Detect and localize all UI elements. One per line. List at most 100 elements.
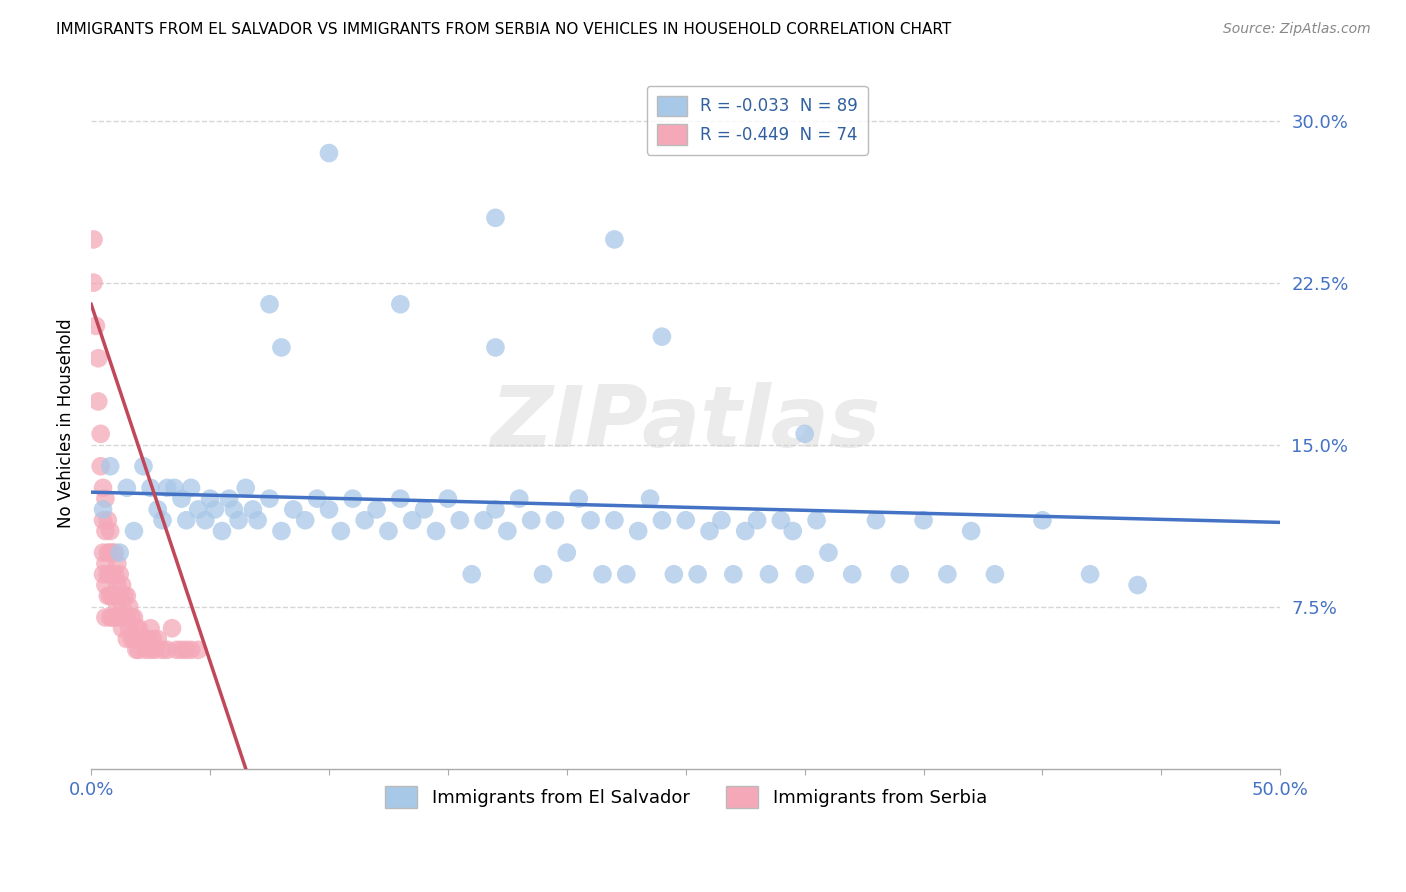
Point <box>699 524 721 538</box>
Point <box>94 578 117 592</box>
Point <box>97 567 120 582</box>
Point <box>98 610 121 624</box>
Point <box>170 643 193 657</box>
Point <box>122 610 145 624</box>
Point <box>555 546 578 560</box>
Point <box>793 567 815 582</box>
Point <box>139 643 162 657</box>
Point <box>710 513 733 527</box>
Point <box>307 491 329 506</box>
Point <box>156 643 179 657</box>
Point <box>87 351 110 366</box>
Point <box>91 513 114 527</box>
Point <box>115 632 138 646</box>
Point <box>194 513 217 527</box>
Point <box>128 643 150 657</box>
Point <box>603 513 626 527</box>
Point <box>484 502 506 516</box>
Point <box>163 481 186 495</box>
Point <box>98 459 121 474</box>
Point <box>817 546 839 560</box>
Point <box>1031 513 1053 527</box>
Point <box>235 481 257 495</box>
Point <box>425 524 447 538</box>
Point <box>531 567 554 582</box>
Point <box>166 643 188 657</box>
Point <box>122 632 145 646</box>
Point <box>496 524 519 538</box>
Point <box>105 578 128 592</box>
Point <box>437 491 460 506</box>
Point <box>246 513 269 527</box>
Point <box>614 567 637 582</box>
Point <box>520 513 543 527</box>
Point <box>152 643 174 657</box>
Point <box>449 513 471 527</box>
Point <box>105 599 128 614</box>
Point <box>94 557 117 571</box>
Point <box>136 632 159 646</box>
Point <box>101 567 124 582</box>
Point <box>793 426 815 441</box>
Point <box>101 546 124 560</box>
Point <box>98 589 121 603</box>
Point <box>484 211 506 225</box>
Point <box>651 329 673 343</box>
Point <box>366 502 388 516</box>
Point <box>160 621 183 635</box>
Point <box>115 589 138 603</box>
Point <box>98 524 121 538</box>
Point <box>132 459 155 474</box>
Point <box>758 567 780 582</box>
Point <box>342 491 364 506</box>
Point <box>460 567 482 582</box>
Point <box>115 481 138 495</box>
Point <box>105 557 128 571</box>
Point <box>152 513 174 527</box>
Point <box>125 621 148 635</box>
Point <box>187 643 209 657</box>
Point <box>180 643 202 657</box>
Point <box>723 567 745 582</box>
Point <box>174 643 197 657</box>
Point <box>662 567 685 582</box>
Point <box>139 481 162 495</box>
Point <box>129 632 152 646</box>
Point <box>484 341 506 355</box>
Point <box>936 567 959 582</box>
Point <box>94 610 117 624</box>
Point <box>259 297 281 311</box>
Point <box>544 513 567 527</box>
Point <box>889 567 911 582</box>
Point <box>91 502 114 516</box>
Point <box>1078 567 1101 582</box>
Point <box>146 502 169 516</box>
Point <box>104 567 127 582</box>
Point <box>318 502 340 516</box>
Point <box>108 567 131 582</box>
Point <box>353 513 375 527</box>
Point <box>94 524 117 538</box>
Point <box>121 632 143 646</box>
Point <box>104 589 127 603</box>
Point <box>122 524 145 538</box>
Point <box>108 589 131 603</box>
Point <box>769 513 792 527</box>
Text: Source: ZipAtlas.com: Source: ZipAtlas.com <box>1223 22 1371 37</box>
Point <box>270 341 292 355</box>
Point <box>108 546 131 560</box>
Point <box>84 318 107 333</box>
Point <box>101 589 124 603</box>
Y-axis label: No Vehicles in Household: No Vehicles in Household <box>58 318 75 528</box>
Point <box>318 146 340 161</box>
Point <box>745 513 768 527</box>
Point <box>389 297 412 311</box>
Point <box>218 491 240 506</box>
Point <box>675 513 697 527</box>
Point <box>156 481 179 495</box>
Point <box>90 426 112 441</box>
Point <box>91 481 114 495</box>
Point <box>329 524 352 538</box>
Point <box>259 491 281 506</box>
Point <box>592 567 614 582</box>
